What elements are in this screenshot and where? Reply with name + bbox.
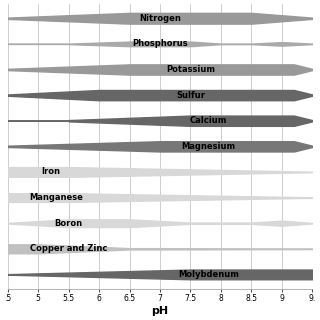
Text: Magnesium: Magnesium <box>182 142 236 151</box>
Text: Sulfur: Sulfur <box>176 91 205 100</box>
Text: Copper and Zinc: Copper and Zinc <box>30 244 108 253</box>
Text: Iron: Iron <box>41 167 60 176</box>
X-axis label: pH: pH <box>151 306 169 316</box>
Text: Molybdenum: Molybdenum <box>178 270 239 279</box>
Text: Phosphorus: Phosphorus <box>132 39 188 48</box>
Text: Boron: Boron <box>55 219 83 228</box>
Text: Manganese: Manganese <box>29 193 84 202</box>
Text: Nitrogen: Nitrogen <box>139 14 181 23</box>
Text: Potassium: Potassium <box>166 65 215 74</box>
Text: Calcium: Calcium <box>190 116 228 125</box>
